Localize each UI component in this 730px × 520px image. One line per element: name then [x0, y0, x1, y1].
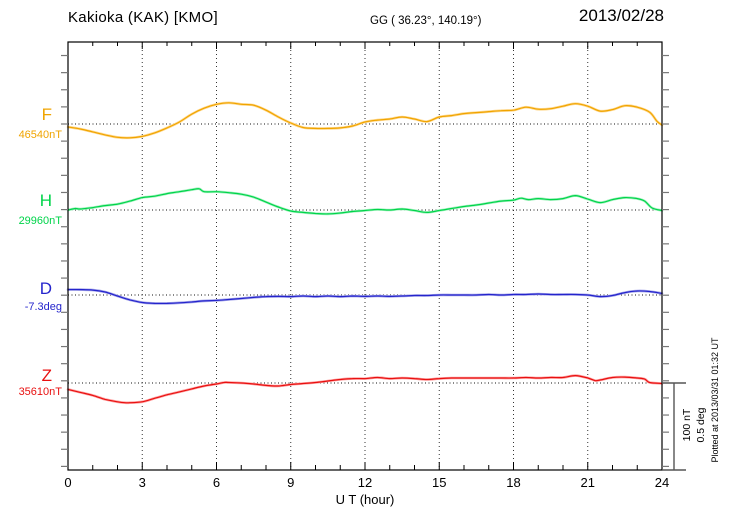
x-tick-label-18: 18: [506, 475, 521, 490]
x-tick-label-0: 0: [64, 475, 72, 490]
scale-bar: [662, 382, 686, 471]
series-D-line: [67, 288, 663, 305]
series-F-line: [67, 102, 663, 139]
component-label-Z: Z: [41, 366, 52, 385]
x-axis-title: U T (hour): [335, 492, 395, 507]
component-baseline-D: -7.3deg: [24, 301, 62, 313]
scale-bar-labels: 100 nT 0.5 deg: [681, 390, 709, 460]
observation-date: 2013/02/28: [578, 6, 664, 25]
component-label-H: H: [39, 191, 52, 210]
series-H-line: [67, 188, 663, 215]
geographic-coordinates: GG ( 36.23°, 140.19°): [370, 15, 482, 27]
x-tick-label-3: 3: [138, 475, 146, 490]
component-baseline-H: 29960nT: [18, 215, 62, 227]
x-tick-label-15: 15: [432, 475, 447, 490]
x-tick-label-6: 6: [212, 475, 221, 490]
scale-bar-label-nt: 100 nT: [681, 408, 693, 442]
component-baseline-Z: 35610nT: [18, 386, 62, 398]
series-Z-line: [67, 374, 663, 404]
component-label-F: F: [41, 105, 52, 124]
x-tick-label-9: 9: [287, 475, 295, 490]
x-tick-label-12: 12: [357, 475, 373, 490]
component-label-D: D: [39, 279, 52, 298]
component-baseline-F: 46540nT: [18, 129, 62, 141]
scale-bar-label-deg: 0.5 deg: [694, 407, 707, 443]
station-title: Kakioka (KAK) [KMO]: [68, 9, 218, 26]
x-tick-label-21: 21: [580, 475, 595, 490]
plotted-at-timestamp: Plotted at 2013/03/31 01:32 UT: [710, 337, 720, 463]
x-tick-label-24: 24: [654, 475, 670, 490]
